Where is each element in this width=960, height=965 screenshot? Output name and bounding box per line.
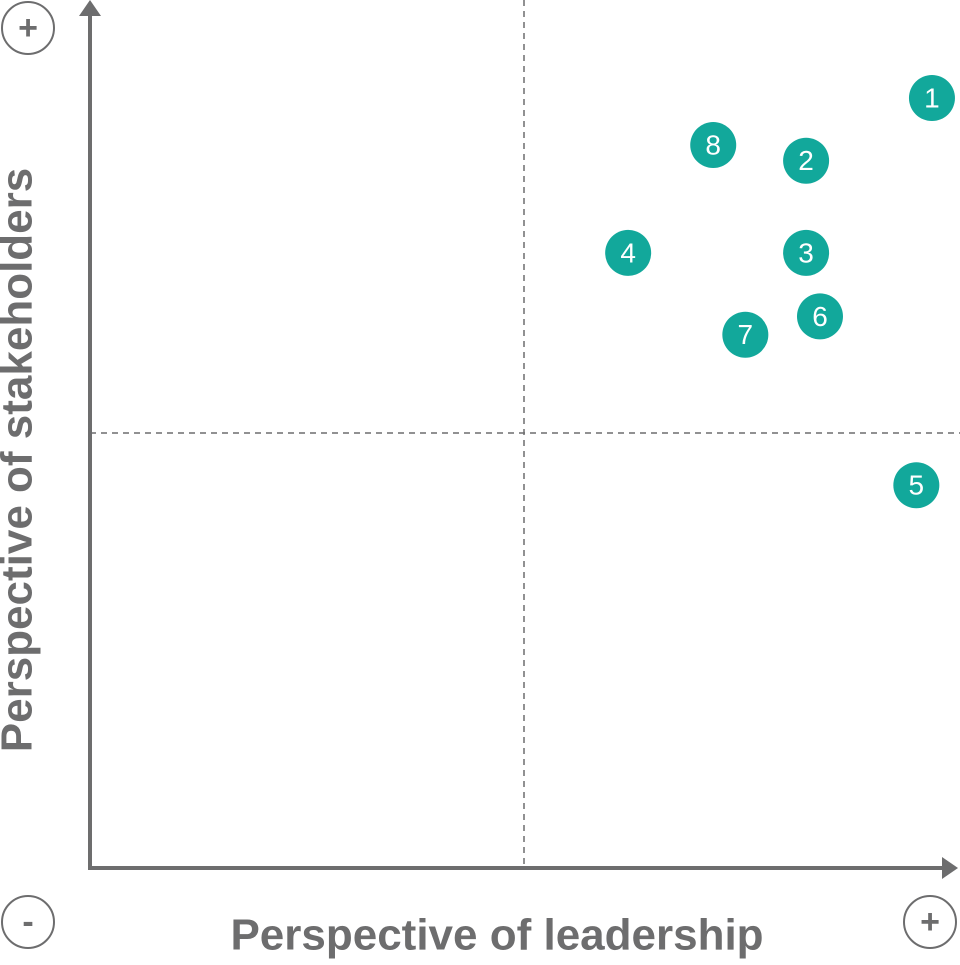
point-label: 1 [924, 83, 940, 114]
point [783, 229, 830, 276]
point [783, 137, 830, 184]
point-label: 2 [798, 145, 814, 176]
point-label: 8 [705, 130, 721, 161]
y-high-sign: + [18, 9, 38, 47]
x-high-sign: + [920, 903, 940, 941]
sign-circles [1, 1, 957, 949]
point [605, 229, 652, 276]
y-axis-title: Perspective of stakeholders [0, 168, 42, 752]
point-label: 3 [798, 237, 814, 268]
low-sign: - [22, 903, 33, 941]
point-label: 7 [738, 319, 754, 350]
point-label: 5 [909, 470, 925, 501]
point-label: 6 [812, 301, 828, 332]
sign-circle [1, 895, 55, 949]
axes [79, 0, 958, 879]
y-axis-arrow [79, 0, 101, 16]
point-label: 4 [620, 237, 636, 268]
point [690, 122, 737, 169]
sign-circle [1, 1, 55, 55]
x-axis-title: Perspective of leadership [230, 911, 763, 960]
x-axis-arrow [942, 857, 958, 879]
point [908, 75, 955, 122]
point [722, 311, 769, 358]
point [796, 293, 843, 340]
sign-circle [903, 895, 957, 949]
point [893, 462, 940, 509]
